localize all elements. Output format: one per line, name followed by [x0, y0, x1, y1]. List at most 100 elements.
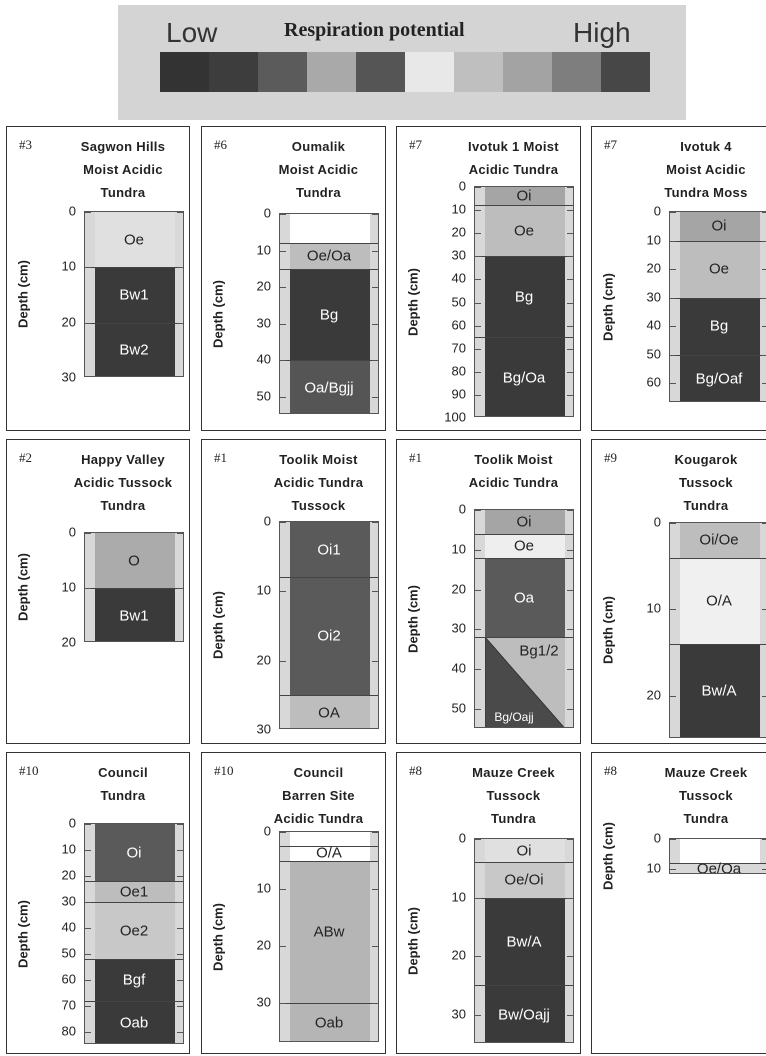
- horizon-band: [485, 187, 565, 206]
- horizon-divider: [280, 243, 378, 245]
- depth-tick-label: 10: [61, 258, 76, 274]
- soil-column: Oi Oe1 Oe2 Bgf Oab: [84, 823, 184, 1044]
- site-title: Toolik Moist Acidic Tundra: [468, 452, 559, 490]
- axis-tick-mark: [670, 609, 676, 611]
- axis-tick-mark: [567, 348, 573, 350]
- soil-column: Oi/Oe O/A Bw/A: [669, 522, 766, 738]
- horizon-band: [290, 268, 370, 361]
- horizon-band: [485, 862, 565, 898]
- horizon-band: [95, 533, 175, 588]
- axis-tick-mark: [762, 240, 766, 242]
- axis-tick-mark: [762, 523, 766, 524]
- y-axis-label: Depth (cm): [405, 267, 421, 336]
- horizon-divider: [475, 557, 573, 559]
- legend-swatch: [552, 52, 601, 92]
- horizon-divider: [85, 1000, 183, 1002]
- site-panel: #1 Toolik Moist Acidic Tundra Tussock Dept…: [201, 439, 386, 744]
- axis-tick-mark: [567, 256, 573, 258]
- horizon-divider: [280, 846, 378, 848]
- depth-tick-label: 20: [451, 947, 466, 963]
- depth-tick-label: 50: [61, 945, 76, 961]
- depth-tick-label: 30: [451, 1006, 466, 1022]
- axis-tick-mark: [670, 354, 676, 356]
- soil-column: O/A ABw Oab: [279, 831, 379, 1042]
- legend-swatch: [307, 52, 356, 92]
- depth-tick-label: 30: [61, 893, 76, 909]
- depth-tick-label: 10: [256, 582, 271, 598]
- horizon-divider: [280, 695, 378, 697]
- axis-tick-mark: [670, 523, 676, 524]
- axis-tick-mark: [85, 954, 91, 955]
- legend-swatch: [601, 52, 650, 92]
- horizon-label: Oab: [119, 1014, 149, 1032]
- horizon-label: Oe/Oi: [504, 871, 544, 889]
- depth-tick-label: 80: [451, 363, 466, 379]
- axis-tick-mark: [280, 522, 286, 523]
- depth-tick-label: 50: [451, 294, 466, 309]
- depth-tick-label: 10: [646, 600, 661, 616]
- horizon-band: [290, 522, 370, 578]
- horizon-band: [95, 267, 175, 323]
- depth-tick-label: 0: [263, 513, 271, 529]
- axis-tick-mark: [670, 869, 676, 870]
- axis-tick-mark: [85, 533, 91, 534]
- horizon-label: Oi/Oe: [699, 531, 739, 549]
- soil-column: Oi Oe/Oi Bw/A Bw/Oajj: [474, 838, 574, 1043]
- depth-tick-label: 20: [61, 634, 76, 650]
- legend-swatch: [454, 52, 503, 92]
- axis-tick-mark: [177, 954, 183, 955]
- site-panel: #10 Council Tundra Depth (cm) 0 10 20 30 40 50 60…: [6, 752, 190, 1054]
- axis-tick-mark: [177, 212, 183, 213]
- axis-tick-mark: [85, 1006, 91, 1007]
- horizon-label: Bg: [709, 317, 729, 335]
- horizon-divider: [280, 1003, 378, 1005]
- depth-tick-label: 20: [61, 314, 76, 330]
- axis-tick-mark: [475, 187, 481, 188]
- soil-column: Oi Oe Oa Bg/Oajj Bg1/2: [474, 509, 574, 728]
- horizon-band: [290, 846, 370, 861]
- axis-tick-mark: [372, 1003, 378, 1005]
- horizon-divider: [85, 881, 183, 883]
- horizon-band: [95, 212, 175, 268]
- depth-tick-label: 30: [451, 620, 466, 636]
- axis-tick-mark: [372, 660, 378, 662]
- site-number: #6: [214, 137, 227, 152]
- axis-tick-mark: [475, 669, 481, 671]
- horizon-label: Oe: [123, 231, 144, 249]
- horizon-label: Oi2: [317, 627, 341, 645]
- horizon-band: [485, 205, 565, 257]
- axis-tick-mark: [670, 839, 676, 840]
- axis-tick-mark: [280, 889, 286, 891]
- horizon-band: [485, 839, 565, 863]
- axis-tick-mark: [475, 233, 481, 235]
- horizon-band: [290, 1003, 370, 1041]
- axis-tick-mark: [475, 1014, 481, 1016]
- depth-tick-label: 50: [646, 346, 661, 362]
- axis-tick-mark: [372, 323, 378, 325]
- y-axis-label: Depth (cm): [15, 553, 31, 621]
- depth-tick-label: 30: [61, 369, 76, 385]
- horizon-band: [485, 256, 565, 338]
- horizon-label: Bg/Oajj: [494, 710, 534, 724]
- axis-tick-mark: [177, 850, 183, 851]
- axis-tick-mark: [372, 946, 378, 948]
- horizon-label: Oa: [513, 589, 534, 607]
- horizon-band: [680, 212, 760, 241]
- depth-tick-label: 80: [61, 1023, 76, 1039]
- horizon-divider: [85, 959, 183, 961]
- horizon-band: [485, 510, 565, 534]
- legend-swatch: [503, 52, 552, 92]
- depth-tick-label: 30: [256, 721, 271, 737]
- axis-tick-mark: [280, 660, 286, 662]
- y-axis-label: Depth (cm): [210, 591, 226, 659]
- axis-tick-mark: [372, 250, 378, 252]
- axis-tick-mark: [762, 212, 766, 213]
- y-axis-label: Depth (cm): [600, 822, 616, 890]
- horizon-divider: [280, 268, 378, 270]
- depth-tick-label: 20: [451, 224, 466, 240]
- horizon-divider: [280, 860, 378, 862]
- horizon-divider: [670, 240, 766, 242]
- horizon-divider: [475, 337, 573, 339]
- axis-tick-mark: [280, 214, 286, 215]
- depth-tick-label: 10: [646, 232, 661, 247]
